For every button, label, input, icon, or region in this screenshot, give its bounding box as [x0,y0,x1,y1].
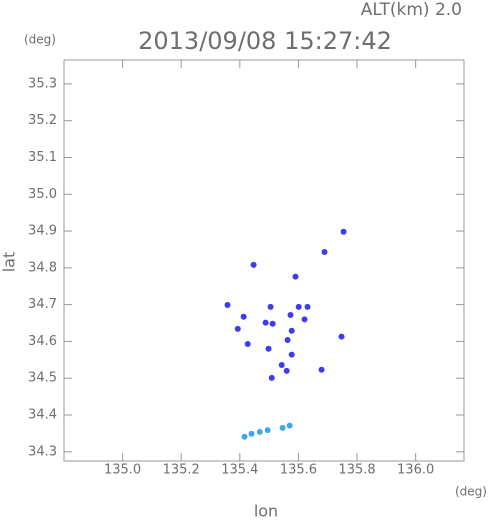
radar-echo [234,325,241,332]
y-tick-label: 34.9 [28,224,57,239]
y-tick-label: 34.8 [28,260,57,275]
y-tick-label: 34.5 [28,371,57,386]
chart-title: 2013/09/08 15:27:42 [138,27,392,55]
radar-echo [256,428,263,435]
x-tick-label: 135.0 [104,463,141,478]
radar-echo [338,333,345,340]
radar-echo [288,327,295,334]
radar-echo [241,433,248,440]
x-tick-label: 135.2 [163,463,200,478]
x-tick-label: 135.6 [280,463,317,478]
radar-echo [318,366,325,373]
y-tick-label: 35.0 [28,187,57,202]
x-unit: (deg) [455,485,487,499]
y-axis-label: lat [0,252,19,273]
y-tick-label: 34.3 [28,444,57,459]
y-tick-label: 34.7 [28,297,57,312]
radar-echo [292,273,299,280]
radar-echo [279,424,286,431]
radar-echo [269,320,276,327]
chart-subtitle: ALT(km) 2.0 [361,0,462,20]
x-axis-label: lon [254,502,278,521]
radar-echo [264,427,271,434]
radar-echo [321,249,328,256]
radar-echo [244,341,251,348]
x-tick-label: 136.0 [397,463,434,478]
y-tick-label: 34.6 [28,334,57,349]
radar-echo [340,228,347,235]
radar-echo [224,302,231,309]
y-tick-label: 35.2 [28,113,57,128]
radar-echo [287,311,294,318]
radar-echo [295,303,302,310]
y-tick-label: 35.1 [28,150,57,165]
radar-echo [301,316,308,323]
radar-echo [265,345,272,352]
radar-echo [286,422,293,429]
x-tick-label: 135.8 [338,463,375,478]
radar-echo [284,336,291,343]
y-tick-label: 35.3 [28,76,57,91]
radar-echo [240,313,247,320]
radar-echo [268,374,275,381]
y-unit: (deg) [24,33,56,47]
radar-echo [288,351,295,358]
y-tick-label: 34.4 [28,408,57,423]
radar-echo [248,430,255,437]
radar-echo [304,303,311,310]
radar-echo [250,261,257,268]
radar-echo [267,303,274,310]
plot-frame [63,59,465,462]
x-tick-label: 135.4 [221,463,258,478]
radar-echo [283,367,290,374]
radar-echo [278,361,285,368]
radar-echo [262,319,269,326]
